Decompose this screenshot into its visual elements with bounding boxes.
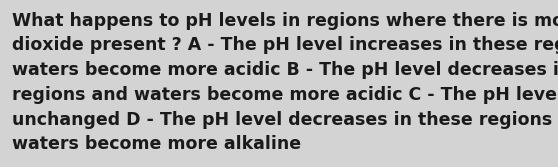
Text: unchanged D - The pH level decreases in these regions and: unchanged D - The pH level decreases in … bbox=[12, 111, 558, 129]
Text: dioxide present ? A - The pH level increases in these regions and: dioxide present ? A - The pH level incre… bbox=[12, 36, 558, 54]
Text: waters become more acidic B - The pH level decreases in these: waters become more acidic B - The pH lev… bbox=[12, 61, 558, 79]
Text: regions and waters become more acidic C - The pH level remains: regions and waters become more acidic C … bbox=[12, 86, 558, 104]
Text: What happens to pH levels in regions where there is more carbon: What happens to pH levels in regions whe… bbox=[12, 12, 558, 30]
Text: waters become more alkaline: waters become more alkaline bbox=[12, 135, 301, 153]
